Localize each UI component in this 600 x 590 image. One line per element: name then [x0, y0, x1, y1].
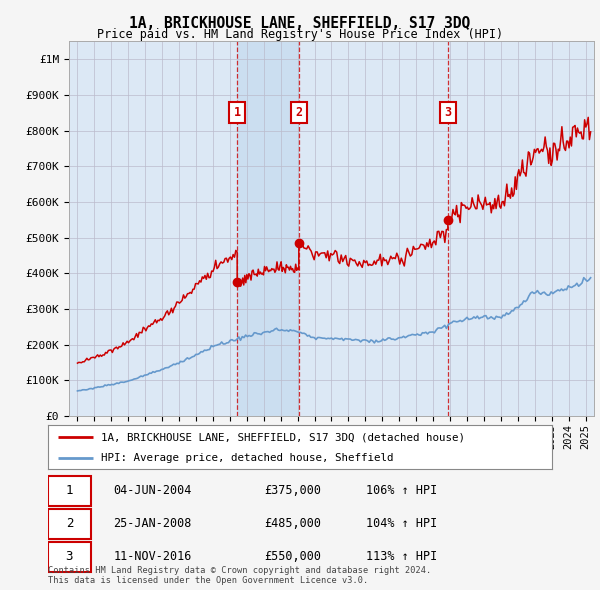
Text: 3: 3	[65, 550, 73, 563]
FancyBboxPatch shape	[48, 542, 91, 572]
Text: Price paid vs. HM Land Registry's House Price Index (HPI): Price paid vs. HM Land Registry's House …	[97, 28, 503, 41]
Text: 2: 2	[295, 106, 302, 119]
Text: 104% ↑ HPI: 104% ↑ HPI	[365, 517, 437, 530]
Text: HPI: Average price, detached house, Sheffield: HPI: Average price, detached house, Shef…	[101, 453, 394, 463]
Text: £550,000: £550,000	[265, 550, 322, 563]
Text: 25-JAN-2008: 25-JAN-2008	[113, 517, 192, 530]
Text: 1A, BRICKHOUSE LANE, SHEFFIELD, S17 3DQ: 1A, BRICKHOUSE LANE, SHEFFIELD, S17 3DQ	[130, 16, 470, 31]
Text: 2: 2	[65, 517, 73, 530]
Text: 04-JUN-2004: 04-JUN-2004	[113, 484, 192, 497]
Text: 3: 3	[444, 106, 451, 119]
Text: £485,000: £485,000	[265, 517, 322, 530]
Text: 1: 1	[233, 106, 241, 119]
Text: 106% ↑ HPI: 106% ↑ HPI	[365, 484, 437, 497]
Text: 1: 1	[65, 484, 73, 497]
Text: 113% ↑ HPI: 113% ↑ HPI	[365, 550, 437, 563]
Text: Contains HM Land Registry data © Crown copyright and database right 2024.
This d: Contains HM Land Registry data © Crown c…	[48, 566, 431, 585]
Text: £375,000: £375,000	[265, 484, 322, 497]
FancyBboxPatch shape	[48, 476, 91, 506]
FancyBboxPatch shape	[48, 509, 91, 539]
Bar	[237, 41, 299, 416]
Text: 1A, BRICKHOUSE LANE, SHEFFIELD, S17 3DQ (detached house): 1A, BRICKHOUSE LANE, SHEFFIELD, S17 3DQ …	[101, 432, 465, 442]
Text: 11-NOV-2016: 11-NOV-2016	[113, 550, 192, 563]
